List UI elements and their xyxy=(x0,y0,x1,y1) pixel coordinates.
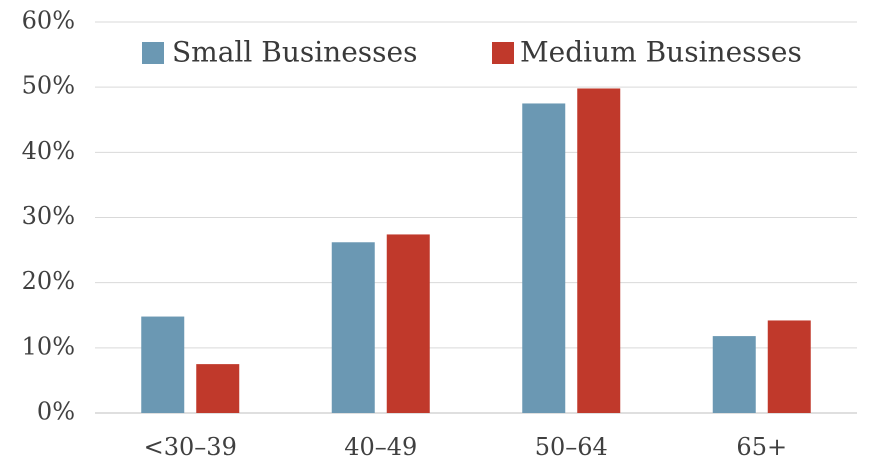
legend: Small Businesses Medium Businesses xyxy=(142,36,802,69)
legend-swatch xyxy=(142,42,164,64)
legend-label: Medium Businesses xyxy=(520,36,802,69)
bar xyxy=(331,242,375,413)
y-tick-label: 20% xyxy=(22,267,75,295)
y-tick-label: 10% xyxy=(22,332,75,360)
y-tick-label: 0% xyxy=(37,398,75,426)
bars xyxy=(141,88,811,413)
legend-swatch xyxy=(492,42,514,64)
y-tick-label: 60% xyxy=(22,7,75,35)
x-axis-tick-labels: <30–39 40–49 50–64 65+ xyxy=(144,433,787,461)
bar xyxy=(386,234,430,413)
y-tick-label: 40% xyxy=(22,137,75,165)
x-tick-label: <30–39 xyxy=(144,433,237,461)
bar xyxy=(522,103,566,413)
x-tick-label: 65+ xyxy=(736,433,787,461)
bar xyxy=(577,88,621,413)
bar xyxy=(141,316,185,413)
y-tick-label: 30% xyxy=(22,202,75,230)
legend-label: Small Businesses xyxy=(172,36,417,69)
bar xyxy=(712,336,756,413)
bar xyxy=(196,364,240,413)
bar xyxy=(767,320,811,413)
y-tick-label: 50% xyxy=(22,72,75,100)
x-tick-label: 40–49 xyxy=(344,433,417,461)
y-axis-tick-labels: 0% 10% 20% 30% 40% 50% 60% xyxy=(22,7,75,426)
x-tick-label: 50–64 xyxy=(535,433,608,461)
